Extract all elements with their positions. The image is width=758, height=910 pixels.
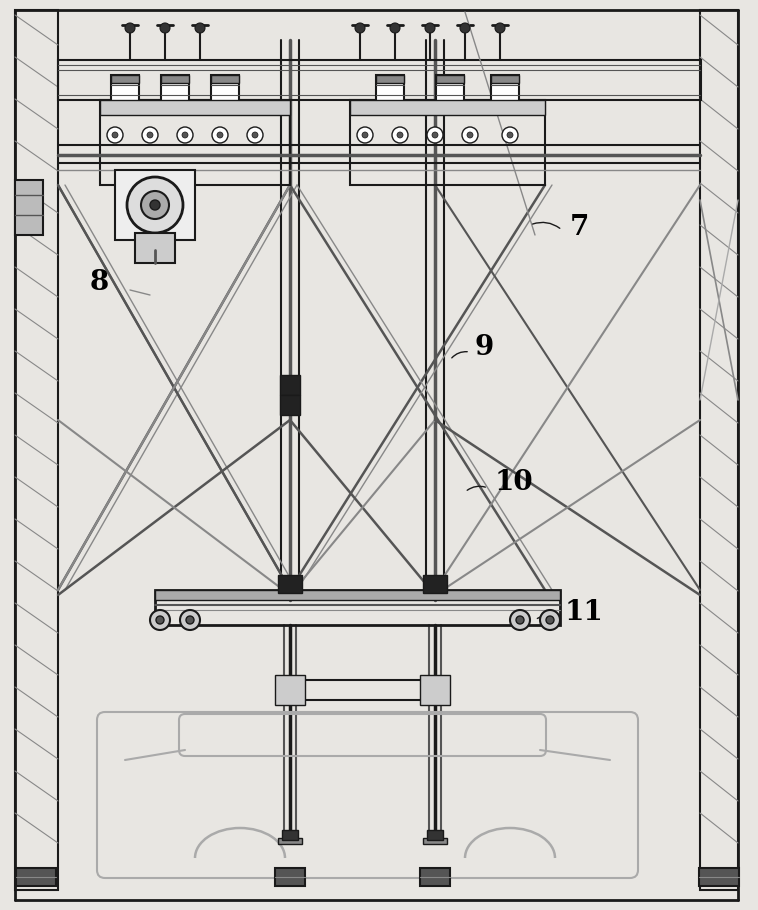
Circle shape xyxy=(425,23,435,33)
Text: 11: 11 xyxy=(565,599,604,626)
Text: 10: 10 xyxy=(495,469,534,496)
Circle shape xyxy=(495,23,505,33)
Circle shape xyxy=(397,132,403,138)
Circle shape xyxy=(355,23,365,33)
Bar xyxy=(211,75,239,110)
Circle shape xyxy=(182,132,188,138)
Circle shape xyxy=(217,132,223,138)
Circle shape xyxy=(510,610,530,630)
Bar xyxy=(278,838,302,844)
Bar xyxy=(111,75,139,110)
Bar xyxy=(58,60,701,100)
Circle shape xyxy=(150,610,170,630)
Bar xyxy=(100,100,290,115)
Circle shape xyxy=(516,616,524,624)
Bar xyxy=(427,830,443,840)
Circle shape xyxy=(107,127,123,143)
Bar xyxy=(161,75,189,83)
Circle shape xyxy=(112,132,118,138)
Bar xyxy=(491,75,519,83)
Circle shape xyxy=(212,127,228,143)
Bar xyxy=(155,590,560,625)
Circle shape xyxy=(362,132,368,138)
Circle shape xyxy=(357,127,373,143)
Circle shape xyxy=(427,127,443,143)
Circle shape xyxy=(546,616,554,624)
Bar xyxy=(135,233,175,263)
Bar xyxy=(115,170,195,240)
Circle shape xyxy=(460,23,470,33)
Bar xyxy=(420,868,450,886)
Bar xyxy=(111,75,139,83)
Bar xyxy=(282,830,298,840)
Bar xyxy=(700,10,738,890)
Circle shape xyxy=(432,132,438,138)
Circle shape xyxy=(147,132,153,138)
Bar xyxy=(275,675,305,705)
Bar xyxy=(699,868,739,886)
Circle shape xyxy=(142,127,158,143)
Text: 9: 9 xyxy=(475,334,494,361)
Bar xyxy=(491,75,519,110)
Circle shape xyxy=(127,177,183,233)
Bar xyxy=(350,100,545,185)
Circle shape xyxy=(177,127,193,143)
Circle shape xyxy=(540,610,560,630)
Circle shape xyxy=(156,616,164,624)
Bar xyxy=(280,375,300,395)
Circle shape xyxy=(390,23,400,33)
Bar xyxy=(350,100,545,115)
Bar xyxy=(16,868,56,886)
Circle shape xyxy=(252,132,258,138)
Bar xyxy=(100,100,290,185)
Bar xyxy=(376,75,404,83)
Circle shape xyxy=(180,610,200,630)
Text: 7: 7 xyxy=(570,214,590,241)
Bar xyxy=(155,590,560,600)
Circle shape xyxy=(392,127,408,143)
Bar xyxy=(280,395,300,415)
Circle shape xyxy=(502,127,518,143)
Circle shape xyxy=(186,616,194,624)
Circle shape xyxy=(462,127,478,143)
Bar xyxy=(161,75,189,110)
Bar xyxy=(15,10,58,890)
Bar xyxy=(278,575,302,593)
Bar xyxy=(436,75,464,110)
Bar xyxy=(423,838,447,844)
Bar xyxy=(420,675,450,705)
Bar xyxy=(376,75,404,110)
Text: 8: 8 xyxy=(90,269,109,296)
Circle shape xyxy=(141,191,169,219)
Circle shape xyxy=(467,132,473,138)
Circle shape xyxy=(160,23,170,33)
Bar xyxy=(211,75,239,83)
Bar xyxy=(436,75,464,83)
Circle shape xyxy=(125,23,135,33)
Circle shape xyxy=(150,200,160,210)
Circle shape xyxy=(195,23,205,33)
Bar xyxy=(423,575,447,593)
Bar xyxy=(15,180,43,235)
Circle shape xyxy=(247,127,263,143)
Bar xyxy=(275,868,305,886)
Circle shape xyxy=(507,132,513,138)
